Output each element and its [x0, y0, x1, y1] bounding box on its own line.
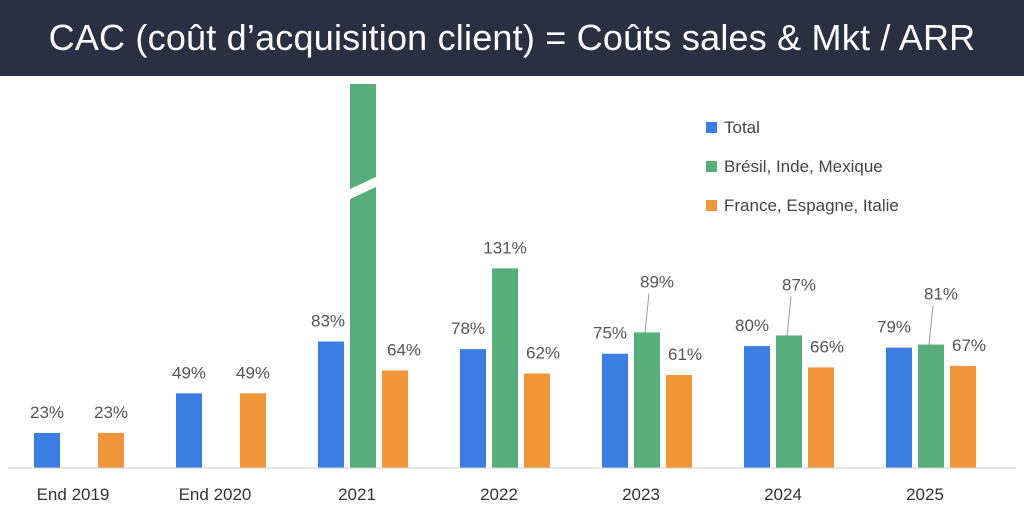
x-tick-label: End 2019 [37, 485, 110, 504]
data-label: 78% [451, 319, 485, 338]
page-title: CAC (coût d’acquisition client) = Coûts … [48, 17, 976, 58]
label-leader-line [644, 293, 650, 333]
bar-total [176, 393, 202, 468]
x-tick-label: 2022 [480, 485, 518, 504]
bar-france-espagne-italie [524, 373, 550, 468]
bar-total [744, 346, 770, 468]
bar-total [34, 432, 60, 468]
axis-break [348, 176, 378, 200]
bar-france-espagne-italie [950, 365, 976, 468]
label-leader-line [928, 305, 934, 345]
legend-label: France, Espagne, Italie [724, 196, 899, 215]
data-label: 131% [483, 238, 526, 257]
data-label: 49% [236, 363, 270, 382]
bar-total [602, 353, 628, 468]
bar-total [886, 347, 912, 468]
data-label: 83% [311, 312, 345, 331]
bar-france-espagne-italie [240, 393, 266, 468]
data-label: 61% [668, 345, 702, 364]
x-tick-label: 2025 [906, 485, 944, 504]
data-label: 67% [952, 336, 986, 355]
bar-bresil-inde-mexique [918, 344, 944, 468]
data-label: 23% [94, 403, 128, 422]
bar-bresil-inde-mexique [776, 335, 802, 468]
data-label: 87% [782, 275, 816, 294]
legend-label: Total [724, 118, 760, 137]
x-tick-label: 2024 [764, 485, 802, 504]
x-tick-label: End 2020 [179, 485, 252, 504]
data-label: 23% [30, 403, 64, 422]
legend-label: Brésil, Inde, Mexique [724, 157, 883, 176]
bar-france-espagne-italie [98, 432, 124, 468]
data-label: 75% [593, 324, 627, 343]
label-leader-line [786, 296, 792, 336]
bar-france-espagne-italie [666, 375, 692, 468]
title-bar: CAC (coût d’acquisition client) = Coûts … [0, 0, 1024, 76]
data-label: 62% [526, 344, 560, 363]
data-label: 89% [640, 272, 674, 291]
legend-swatch [706, 122, 717, 133]
x-tick-label: 2023 [622, 485, 660, 504]
legend-swatch [706, 200, 717, 211]
bar-france-espagne-italie [382, 370, 408, 468]
x-tick-label: 2021 [338, 485, 376, 504]
bar-total [318, 341, 344, 468]
data-label: 80% [735, 316, 769, 335]
bar-bresil-inde-mexique [634, 332, 660, 468]
data-label: 81% [924, 285, 958, 304]
data-label: 49% [172, 363, 206, 382]
bar-france-espagne-italie [808, 367, 834, 468]
bar-bresil-inde-mexique [492, 268, 518, 468]
bar-total [460, 349, 486, 468]
data-label: 66% [810, 337, 844, 356]
data-label: 79% [877, 318, 911, 337]
data-label: 64% [387, 340, 421, 359]
legend-swatch [706, 161, 717, 172]
bar-bresil-inde-mexique [350, 84, 376, 468]
